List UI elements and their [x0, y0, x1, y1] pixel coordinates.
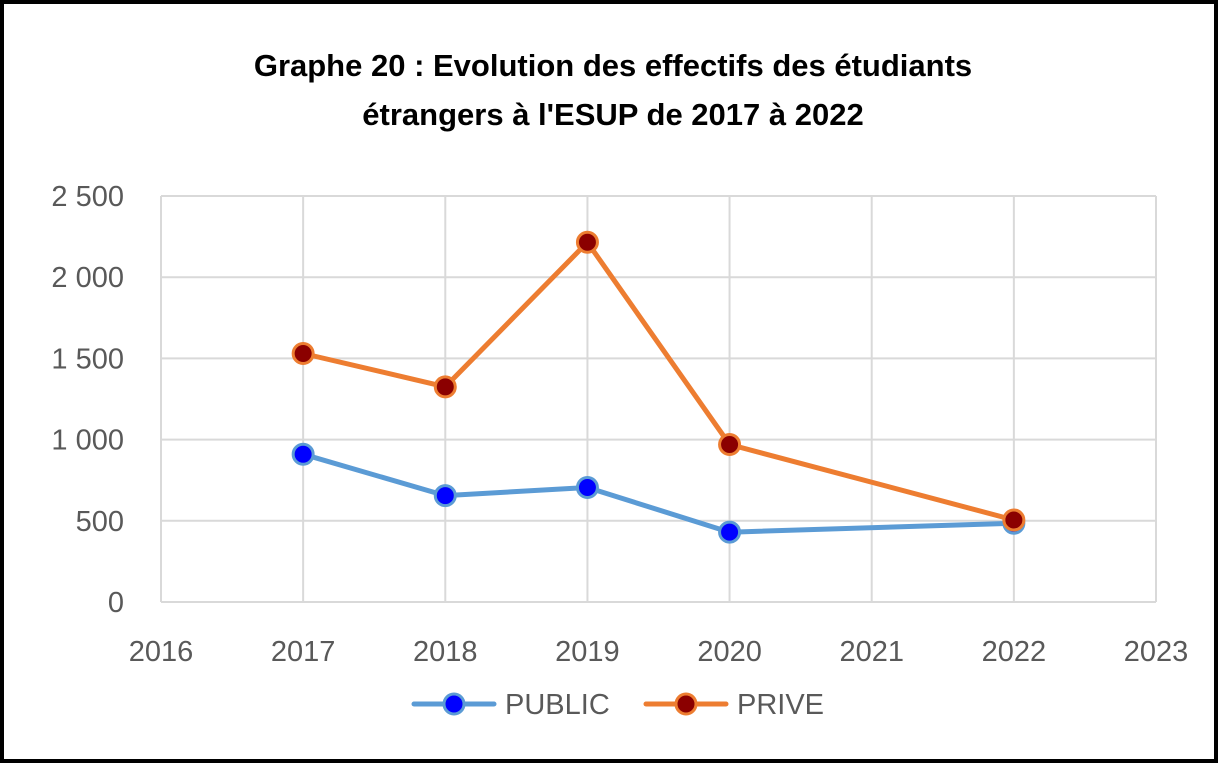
series-layer [291, 230, 1026, 544]
chart-title: Graphe 20 : Evolution des effectifs des … [254, 48, 972, 132]
series-line-prive [300, 239, 1017, 523]
x-tick-label: 2017 [271, 636, 336, 668]
x-axis-ticks: 2016 2017 2018 2019 2020 2021 2022 2023 [129, 636, 1189, 668]
y-tick-label: 2 000 [51, 262, 124, 294]
legend-label-prive: PRIVE [737, 689, 824, 721]
y-tick-label: 1 500 [51, 343, 124, 375]
data-point-prive [291, 342, 315, 366]
grid [160, 195, 1157, 603]
chart: Graphe 20 : Evolution des effectifs des … [51, 48, 1189, 721]
data-point-prive [718, 432, 742, 456]
x-tick-label: 2016 [129, 636, 194, 668]
data-point-public [433, 484, 457, 508]
y-tick-label: 2 500 [51, 181, 124, 213]
legend: PUBLIC PRIVE [411, 689, 824, 721]
data-point-prive [433, 375, 457, 399]
data-point-public [718, 520, 742, 544]
x-tick-label: 2023 [1124, 636, 1189, 668]
y-tick-label: 0 [108, 587, 124, 619]
y-tick-label: 1 000 [51, 425, 124, 457]
x-tick-label: 2021 [839, 636, 904, 668]
x-tick-label: 2022 [982, 636, 1047, 668]
y-axis-ticks: 0 500 1 000 1 500 2 000 2 500 [51, 181, 124, 619]
y-tick-label: 500 [76, 506, 124, 538]
data-point-prive [1002, 508, 1026, 532]
chart-title-line-1: Graphe 20 : Evolution des effectifs des … [254, 48, 972, 83]
data-point-public [291, 442, 315, 466]
data-point-public [575, 476, 599, 500]
x-tick-label: 2020 [697, 636, 762, 668]
x-tick-label: 2018 [413, 636, 478, 668]
legend-marker-public [442, 692, 466, 716]
legend-marker-prive [674, 692, 698, 716]
data-point-prive [575, 230, 599, 254]
legend-label-public: PUBLIC [505, 689, 610, 721]
x-tick-label: 2019 [555, 636, 620, 668]
chart-title-line-2: étrangers à l'ESUP de 2017 à 2022 [362, 97, 863, 132]
